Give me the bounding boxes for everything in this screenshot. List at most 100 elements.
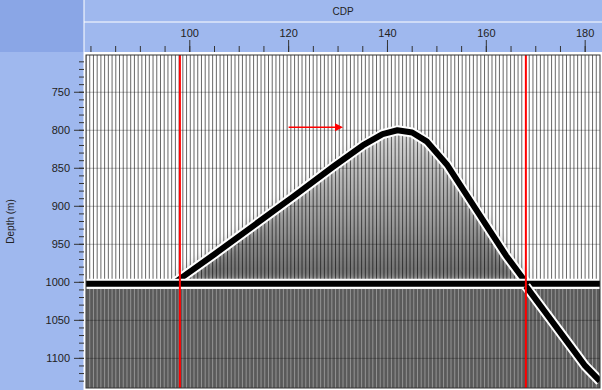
trace: [577, 55, 578, 284]
trace: [201, 289, 202, 388]
trace: [495, 289, 496, 388]
trace: [495, 55, 496, 284]
trace: [313, 289, 314, 388]
trace: [294, 289, 295, 388]
trace: [477, 289, 478, 388]
trace: [488, 55, 489, 284]
trace: [395, 55, 396, 284]
trace: [369, 55, 370, 284]
trace: [283, 289, 284, 388]
trace: [521, 289, 522, 388]
minor-tick: [511, 46, 512, 52]
trace: [402, 55, 403, 284]
trace: [104, 289, 105, 388]
minor-tick: [79, 289, 84, 290]
trace: [532, 55, 533, 284]
trace: [123, 55, 124, 284]
trace: [529, 289, 530, 388]
y-tick: [74, 130, 84, 131]
lower-layer: [86, 289, 600, 388]
trace: [253, 289, 254, 388]
trace: [555, 289, 556, 388]
trace: [328, 289, 329, 388]
trace: [406, 289, 407, 388]
trace: [343, 289, 344, 388]
trace: [577, 289, 578, 388]
trace: [238, 289, 239, 388]
trace: [458, 55, 459, 284]
trace: [480, 55, 481, 284]
trace: [547, 289, 548, 388]
trace: [294, 55, 295, 284]
trace: [149, 55, 150, 284]
minor-tick: [79, 77, 84, 78]
trace: [432, 55, 433, 284]
trace: [473, 55, 474, 284]
trace: [506, 289, 507, 388]
trace: [339, 55, 340, 284]
trace: [469, 55, 470, 284]
trace: [428, 289, 429, 388]
trace: [249, 289, 250, 388]
trace: [406, 55, 407, 284]
minor-tick: [79, 251, 84, 252]
trace: [391, 55, 392, 284]
trace: [410, 55, 411, 284]
trace: [544, 55, 545, 284]
trace: [208, 289, 209, 388]
trace: [234, 55, 235, 284]
trace: [302, 289, 303, 388]
trace: [480, 289, 481, 388]
trace: [588, 55, 589, 284]
minor-tick: [79, 160, 84, 161]
trace: [417, 55, 418, 284]
trace: [115, 289, 116, 388]
y-tick-label: 850: [52, 162, 70, 174]
trace: [510, 289, 511, 388]
x-tick: [288, 40, 289, 52]
trace: [339, 289, 340, 388]
arrow-head: [335, 123, 343, 131]
trace: [130, 289, 131, 388]
trace: [194, 55, 195, 284]
trace: [156, 55, 157, 284]
trace: [573, 55, 574, 284]
minor-tick: [338, 46, 339, 52]
trace: [272, 289, 273, 388]
minor-tick: [79, 267, 84, 268]
trace: [171, 289, 172, 388]
reflector: [526, 286, 600, 381]
trace: [156, 289, 157, 388]
minor-tick: [79, 305, 84, 306]
trace: [160, 289, 161, 388]
trace: [246, 55, 247, 284]
trace: [514, 55, 515, 284]
trace: [268, 55, 269, 284]
trace: [115, 55, 116, 284]
trace: [559, 55, 560, 284]
marker-line: [525, 55, 527, 388]
trace: [298, 55, 299, 284]
trace: [164, 55, 165, 284]
y-tick: [74, 244, 84, 245]
minor-tick: [79, 343, 84, 344]
x-tick: [189, 40, 190, 52]
trace: [376, 55, 377, 284]
trace: [361, 55, 362, 284]
minor-tick: [362, 46, 363, 52]
trace: [97, 289, 98, 388]
trace: [264, 55, 265, 284]
minor-tick: [79, 122, 84, 123]
trace: [182, 289, 183, 388]
trace: [138, 55, 139, 284]
trace: [510, 55, 511, 284]
left-panel: [0, 52, 84, 390]
trace: [89, 289, 90, 388]
panel-edge: [84, 0, 85, 390]
trace: [134, 289, 135, 388]
trace: [424, 289, 425, 388]
trace: [145, 289, 146, 388]
grid-line: [86, 92, 600, 93]
minor-tick: [239, 46, 240, 52]
trace: [521, 55, 522, 284]
